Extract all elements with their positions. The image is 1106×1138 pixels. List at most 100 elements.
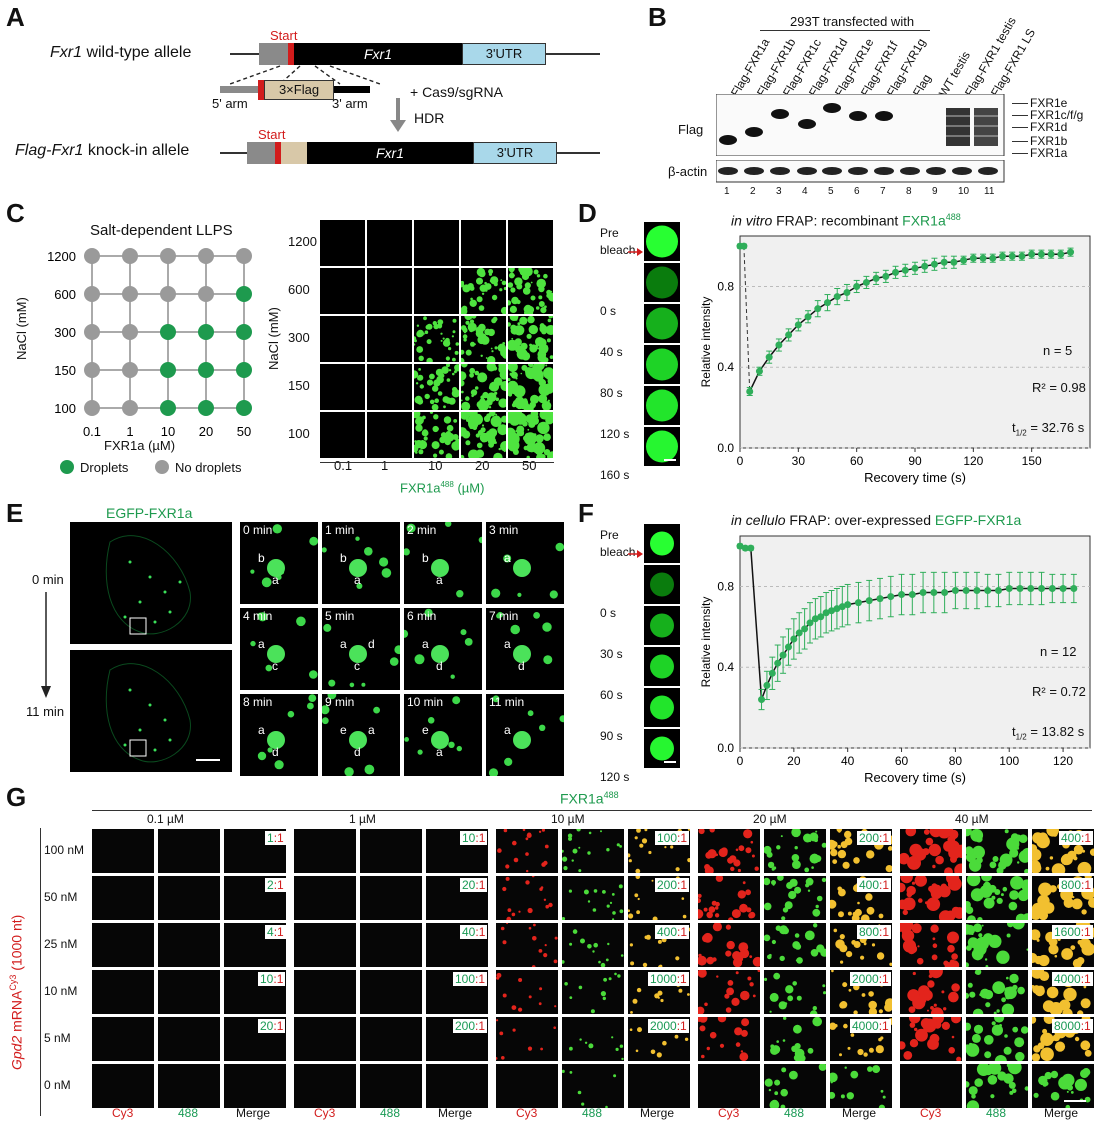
droplet — [949, 829, 959, 840]
droplet — [821, 842, 826, 848]
droplet — [519, 316, 528, 325]
droplet — [909, 1039, 919, 1048]
droplet-letter: a — [422, 637, 429, 651]
g-image — [698, 1064, 760, 1108]
droplet — [636, 829, 641, 833]
data-point — [1047, 250, 1055, 258]
droplet — [804, 867, 810, 873]
droplet — [816, 944, 825, 953]
droplet — [782, 927, 789, 935]
droplet — [491, 588, 501, 598]
droplet — [846, 951, 853, 958]
g-ratio-label: 4000:1 — [850, 1019, 891, 1033]
llps-image-x-tick: 0.1 — [334, 458, 353, 473]
droplet — [909, 843, 923, 857]
arm5-label: 5' arm — [212, 96, 248, 111]
droplet — [1045, 866, 1050, 871]
droplet — [578, 846, 581, 849]
droplet — [794, 1048, 805, 1059]
droplet — [783, 1017, 787, 1020]
droplet — [781, 1067, 787, 1073]
western-header: 293T transfected with — [790, 14, 915, 29]
droplet — [540, 412, 546, 417]
droplet — [973, 1024, 984, 1034]
droplet — [914, 876, 927, 887]
data-point — [854, 599, 862, 607]
data-point — [1038, 584, 1046, 592]
droplet — [498, 398, 506, 408]
data-point — [746, 387, 754, 395]
x-tick-label: 40 — [841, 754, 855, 768]
droplet — [687, 829, 690, 831]
data-point — [758, 696, 766, 704]
droplet — [467, 322, 477, 332]
droplet — [536, 278, 546, 289]
droplet — [546, 293, 552, 299]
droplet — [743, 829, 753, 839]
data-point — [941, 589, 949, 597]
droplet — [719, 1043, 725, 1048]
droplet — [1082, 1068, 1091, 1077]
droplet — [731, 997, 740, 1006]
droplet — [830, 899, 837, 909]
droplet — [553, 1026, 556, 1029]
g-image — [764, 923, 826, 967]
timelapse-tile: 8 min ad — [240, 694, 318, 776]
g-ratio-label: 10:1 — [460, 831, 488, 845]
droplet — [510, 624, 520, 635]
droplet — [488, 768, 499, 776]
llps-image — [414, 412, 459, 458]
droplet — [576, 829, 581, 832]
ratio-den: :1 — [475, 831, 486, 845]
y-tick-label: 0.8 — [717, 579, 734, 593]
droplet — [520, 342, 528, 350]
droplet — [479, 286, 483, 290]
droplet — [543, 367, 553, 379]
droplet — [1036, 834, 1050, 849]
droplet — [448, 741, 455, 748]
droplet — [344, 767, 354, 776]
droplet — [822, 984, 826, 988]
droplet — [991, 1021, 996, 1026]
droplet — [900, 876, 913, 884]
x-axis-label: Recovery time (s) — [864, 770, 966, 785]
llps-image-y-label: NaCl (mM) — [266, 307, 281, 370]
droplet — [715, 876, 724, 882]
arm3-label: 3' arm — [332, 96, 368, 111]
droplet — [929, 887, 937, 895]
data-point — [940, 258, 948, 266]
droplet — [922, 848, 930, 856]
g-image — [900, 1017, 962, 1061]
droplet — [629, 1028, 633, 1031]
droplet — [1061, 853, 1073, 866]
droplet — [813, 923, 818, 928]
g-channel-label: 488 — [784, 1106, 805, 1120]
wt-start-codon — [288, 43, 294, 65]
droplet — [545, 904, 549, 909]
droplet — [463, 338, 467, 342]
droplet — [791, 829, 801, 838]
droplet — [900, 852, 910, 865]
droplet — [517, 592, 522, 597]
droplet — [927, 1038, 939, 1050]
droplet — [478, 270, 486, 278]
x-tick-label: 100 — [999, 754, 1019, 768]
droplet-letter: d — [272, 745, 279, 759]
phase-point — [122, 362, 138, 378]
droplet — [1081, 909, 1087, 915]
droplet — [726, 987, 734, 996]
ratio-num: 200 — [859, 831, 880, 845]
g-image — [966, 876, 1028, 920]
y-tick-label: 0.0 — [717, 441, 734, 455]
droplet — [1042, 1000, 1055, 1013]
droplet — [908, 1006, 916, 1013]
wt-allele-label: Fxr1 wild-type allele — [50, 44, 192, 61]
droplet — [656, 1052, 662, 1058]
g-image — [360, 876, 422, 920]
droplet — [461, 281, 465, 288]
phase-x-tick: 10 — [161, 424, 175, 439]
g-conc-label: 40 µM — [955, 812, 989, 826]
g-ratio-label: 1600:1 — [1052, 925, 1093, 939]
data-point — [887, 593, 895, 601]
droplet — [445, 453, 453, 458]
